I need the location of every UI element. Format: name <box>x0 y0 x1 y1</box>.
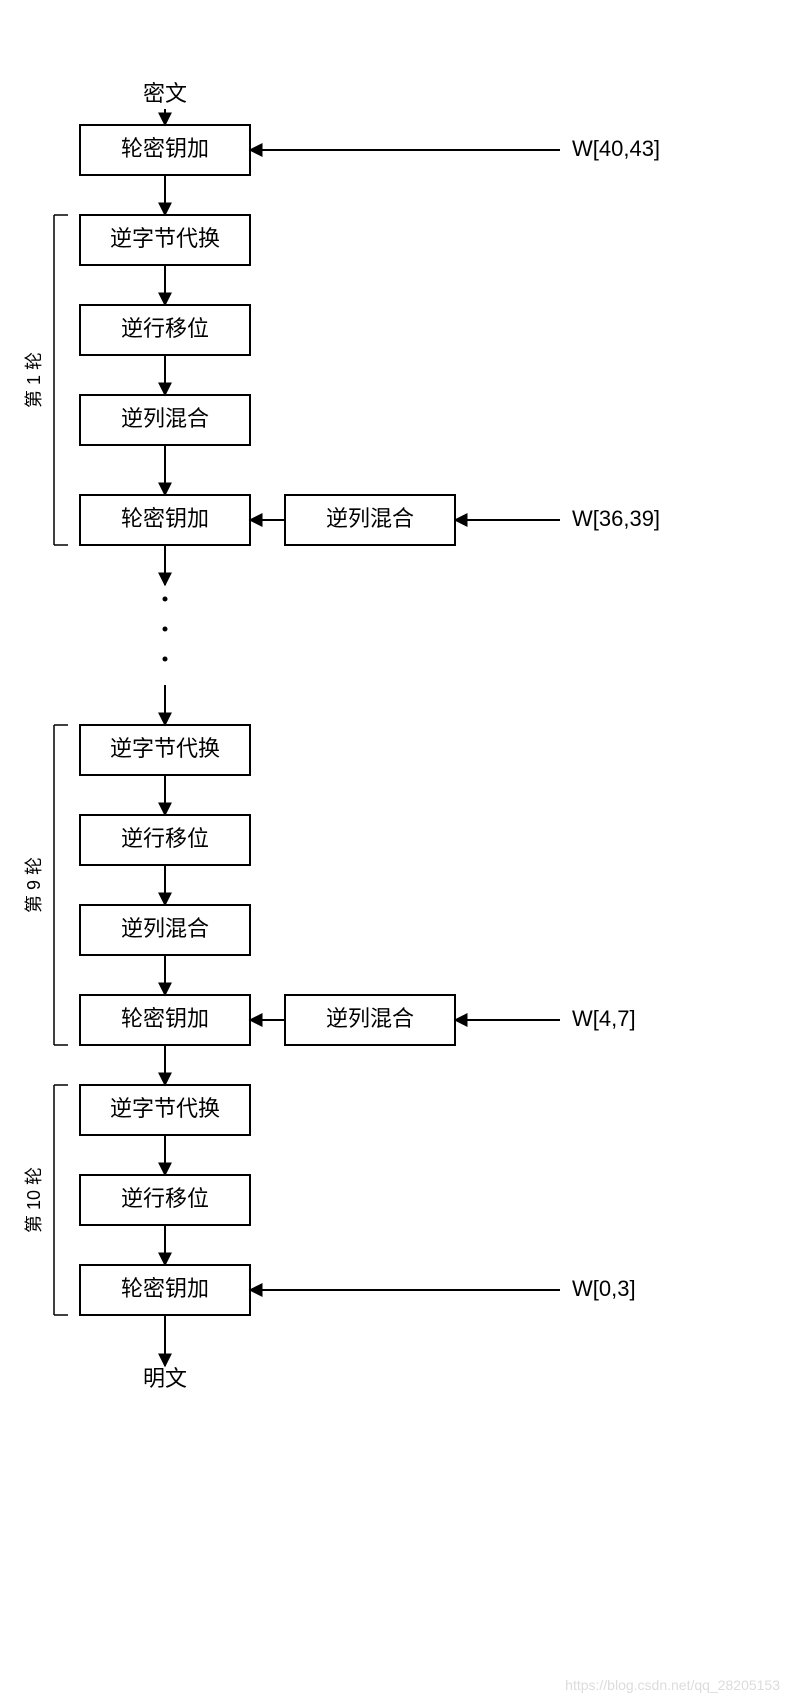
node-side_imc1-label: 逆列混合 <box>326 506 414 531</box>
key-label-ark9: W[4,7] <box>572 1006 636 1031</box>
node-side_imc9-label: 逆列混合 <box>326 1006 414 1031</box>
watermark-text: https://blog.csdn.net/qq_28205153 <box>565 1677 780 1693</box>
node-input-label: 密文 <box>143 81 187 106</box>
node-imc9-label: 逆列混合 <box>121 916 209 941</box>
node-isb10-label: 逆字节代换 <box>110 1096 220 1121</box>
key-label-ark1: W[36,39] <box>572 506 660 531</box>
bracket-label: 第 9 轮 <box>24 857 44 913</box>
flowchart-layer: 密文轮密钥加逆字节代换逆行移位逆列混合轮密钥加逆列混合逆字节代换逆行移位逆列混合… <box>24 81 660 1391</box>
key-label-ark10: W[0,3] <box>572 1276 636 1301</box>
node-isr1-label: 逆行移位 <box>121 316 209 341</box>
node-isr10-label: 逆行移位 <box>121 1186 209 1211</box>
ellipsis-dot <box>163 627 168 632</box>
bracket-label: 第 1 轮 <box>24 352 44 408</box>
node-ark9-label: 轮密钥加 <box>121 1006 209 1031</box>
node-isb9-label: 逆字节代换 <box>110 736 220 761</box>
node-isr9-label: 逆行移位 <box>121 826 209 851</box>
key-label-ark0: W[40,43] <box>572 136 660 161</box>
node-imc1-label: 逆列混合 <box>121 406 209 431</box>
node-ark0-label: 轮密钥加 <box>121 136 209 161</box>
ellipsis-dot <box>163 657 168 662</box>
node-output-label: 明文 <box>143 1366 187 1391</box>
node-ark10-label: 轮密钥加 <box>121 1276 209 1301</box>
flowchart-svg: 密文轮密钥加逆字节代换逆行移位逆列混合轮密钥加逆列混合逆字节代换逆行移位逆列混合… <box>0 0 794 1701</box>
bracket-label: 第 10 轮 <box>24 1167 44 1233</box>
node-isb1-label: 逆字节代换 <box>110 226 220 251</box>
ellipsis-dot <box>163 597 168 602</box>
node-ark1-label: 轮密钥加 <box>121 506 209 531</box>
